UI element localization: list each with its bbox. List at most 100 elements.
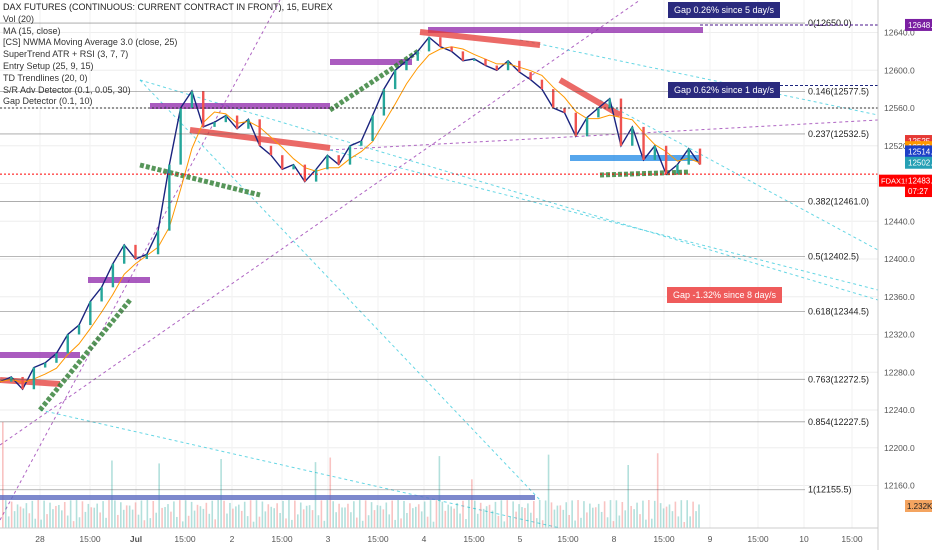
volume-bar — [612, 521, 615, 528]
price-label-box — [905, 145, 932, 158]
volume-bar — [485, 506, 488, 528]
trend-line — [599, 99, 879, 251]
volume-bar — [226, 513, 228, 528]
volume-bar — [285, 518, 287, 528]
fib-label: 0.854(12227.5) — [808, 417, 869, 427]
volume-bar — [565, 502, 568, 528]
volume-bar — [69, 500, 72, 528]
candle — [653, 145, 657, 160]
volume-bar — [134, 502, 137, 528]
volume-bar — [686, 500, 688, 528]
volume-bar — [350, 512, 352, 528]
volume-bar — [420, 511, 423, 528]
legend-item-td-trendlines[interactable]: TD Trendlines (20, 0) — [3, 72, 88, 83]
volume-bar — [444, 510, 447, 528]
volume-bar — [630, 505, 632, 528]
volume-bar — [31, 500, 34, 528]
candle — [348, 145, 352, 165]
legend-item-entry-setup[interactable]: Entry Setup (25, 9, 15) — [3, 60, 94, 71]
volume-bar — [544, 500, 547, 528]
x-tick-label: 15:00 — [747, 534, 769, 544]
volume-bar — [494, 501, 497, 528]
x-tick-label: 15:00 — [79, 534, 101, 544]
volume-bar — [364, 500, 367, 528]
legend-item-ma[interactable]: MA (15, close) — [3, 25, 61, 36]
volume-bar — [417, 504, 420, 528]
volume-bar — [273, 508, 275, 528]
volume-bar — [235, 506, 237, 528]
volume-bar — [562, 509, 565, 528]
candle — [416, 51, 419, 61]
volume-bar — [500, 500, 503, 528]
x-tick-label: 15:00 — [463, 534, 485, 544]
volume-bar — [338, 503, 340, 528]
volume-bar — [645, 519, 647, 528]
indicator-legend: DAX FUTURES (CONTINUOUS: CURRENT CONTRAC… — [3, 2, 333, 108]
volume-bar — [379, 505, 382, 528]
y-tick-label: 12240.0 — [884, 405, 915, 415]
candle — [122, 244, 126, 264]
volume-bar — [143, 520, 146, 528]
gap-label-2[interactable]: Gap 0.62% since 1 day/s — [668, 82, 781, 98]
volume-bar — [105, 517, 107, 528]
candle — [235, 115, 239, 129]
volume-bar — [49, 502, 51, 528]
volume-label-box — [905, 500, 932, 512]
volume-bar — [683, 521, 686, 528]
volume-bar — [506, 500, 509, 528]
candle — [337, 155, 340, 165]
price-label-text: 12502.0 — [908, 159, 932, 168]
volume-bar — [429, 500, 432, 528]
volume-bar — [108, 500, 110, 528]
volume-bar — [217, 500, 219, 528]
volume-bar — [96, 503, 98, 528]
volume-bar — [202, 508, 205, 528]
volume-bar — [294, 500, 296, 528]
volume-bar — [190, 501, 193, 528]
legend-item-gap-detector[interactable]: Gap Detector (0.1, 10) — [3, 96, 93, 107]
volume-bar — [120, 502, 122, 528]
supertrend-up-segment — [139, 162, 261, 198]
chart-title[interactable]: DAX FUTURES (CONTINUOUS: CURRENT CONTRAC… — [3, 2, 333, 12]
candle — [597, 108, 600, 118]
volume-bar — [211, 500, 214, 528]
volume-bar — [415, 506, 417, 528]
x-tick-label: 15:00 — [367, 534, 389, 544]
volume-bar — [267, 504, 270, 528]
candle — [292, 164, 295, 170]
volume-bar — [149, 518, 152, 528]
volume-bar — [279, 513, 281, 528]
volume-bar — [648, 500, 650, 528]
x-tick-label: 9 — [708, 534, 713, 544]
legend-item-nwma[interactable]: [CS] NWMA Moving Average 3.0 (close, 25) — [3, 37, 178, 48]
volume-bar — [25, 503, 28, 528]
volume-bar — [479, 502, 482, 528]
candle — [439, 37, 442, 47]
candle — [687, 148, 690, 165]
volume-bar — [423, 501, 426, 528]
legend-item-volume[interactable]: Vol (20) — [3, 13, 35, 24]
candle — [450, 46, 453, 52]
volume-bar — [4, 500, 7, 528]
gap-label-3[interactable]: Gap -1.32% since 8 day/s — [667, 287, 783, 303]
x-tick-label: 2 — [230, 534, 235, 544]
volume-bar — [10, 501, 13, 528]
volume-bar — [550, 502, 553, 528]
volume-bar — [665, 506, 668, 528]
volume-bar — [164, 507, 166, 528]
volume-bar — [388, 514, 391, 528]
supertrend-down-segment — [558, 77, 622, 118]
candle — [213, 122, 216, 127]
volume-bar — [99, 512, 101, 528]
gap-label-1[interactable]: Gap 0.26% since 5 day/s — [668, 2, 781, 18]
candle — [427, 37, 431, 52]
volume-bar — [468, 500, 470, 528]
legend-item-sr-detector[interactable]: S/R Adv Detector (0.1, 0.05, 30) — [3, 84, 131, 95]
x-axis[interactable]: 28 15:00 Jul 15:00 2 15:00 3 15:00 4 15:00 5 15:00 8… — [0, 527, 878, 544]
y-axis[interactable]: 12640.012600.012560.012520.012480.012440… — [877, 0, 932, 550]
x-tick-label: 10 — [799, 534, 809, 544]
volume-bar — [276, 503, 278, 528]
legend-item-supertrend[interactable]: SuperTrend ATR + RSI (3, 7, 7) — [3, 49, 129, 60]
candle — [461, 51, 465, 61]
volume-bar — [238, 504, 240, 528]
